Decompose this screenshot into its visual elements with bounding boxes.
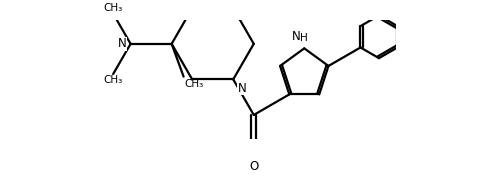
Text: O: O	[249, 160, 259, 173]
Text: N: N	[292, 30, 301, 43]
Text: N: N	[238, 82, 246, 95]
Text: CH₃: CH₃	[104, 2, 123, 12]
Text: H: H	[300, 33, 308, 43]
Text: CH₃: CH₃	[104, 75, 123, 85]
Text: N: N	[117, 37, 126, 50]
Text: CH₃: CH₃	[185, 79, 204, 89]
